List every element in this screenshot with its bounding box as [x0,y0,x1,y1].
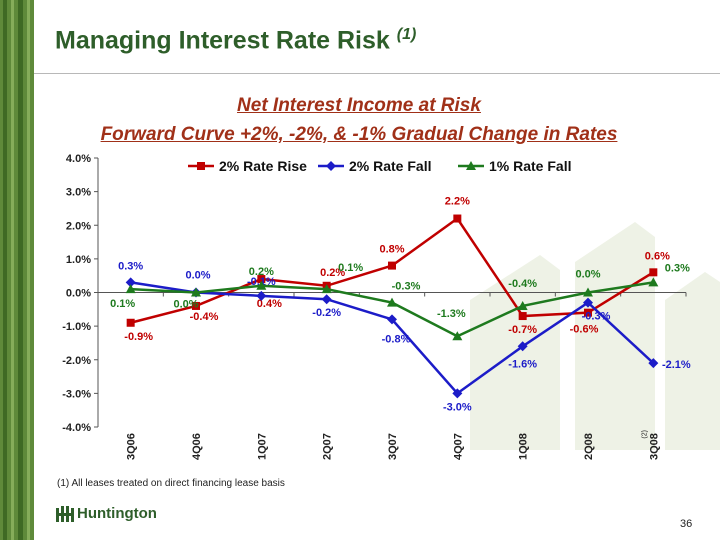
y-tick-label: 0.0% [66,288,91,300]
data-point-2-rate-fall [125,277,136,288]
data-point-2-rate-fall [256,290,267,301]
data-label-2-rate-rise: 0.4% [257,298,282,310]
data-point-2-rate-fall [583,297,593,308]
data-label-1-rate-fall: -0.4% [508,278,537,290]
legend: 2% Rate Rise 2% Rate Fall 1% Rate Fall [188,158,571,174]
y-tick-label: -2.0% [62,355,91,367]
legend-marker-2-rate-fall [326,161,336,171]
data-label-2-rate-fall: -3.0% [443,401,472,413]
data-point-2-rate-fall [648,358,659,369]
data-label-1-rate-fall: 0.0% [575,269,600,281]
slide-title: Managing Interest Rate Risk (1) [55,26,417,55]
data-label-2-rate-fall: -1.6% [508,358,537,370]
x-tick-label: 1Q08 [518,433,530,460]
data-label-2-rate-fall: 0.3% [118,260,143,272]
x-tick-note: (2) [641,430,648,439]
data-point-2-rate-rise [453,214,462,223]
data-point-1-rate-fall [387,297,397,307]
data-label-2-rate-rise: 0.6% [645,250,670,262]
data-label-2-rate-fall: -0.2% [312,307,341,319]
y-tick-label: -4.0% [62,422,91,434]
data-point-1-rate-fall [517,300,528,310]
y-axis: -4.0% -3.0% -2.0% -1.0% 0.0% 1.0% 2.0% 3.0% 4.0% [62,153,99,434]
legend-label-2-rate-fall: 2% Rate Fall [349,158,431,174]
y-tick-label: 4.0% [66,153,91,165]
data-label-1-rate-fall: 0.3% [665,262,690,274]
data-label-2-rate-rise: -0.7% [508,324,537,336]
data-point-1-rate-fall [256,280,267,290]
company-logo: Huntington [56,505,157,522]
left-decorative-stripes [0,0,34,540]
legend-label-1-rate-fall: 1% Rate Fall [489,158,571,174]
data-label-1-rate-fall: 0.0% [173,299,198,311]
y-tick-label: -1.0% [62,321,91,333]
data-label-1-rate-fall: 0.1% [110,298,135,310]
data-label-2-rate-rise: 0.2% [320,267,345,279]
data-label-1-rate-fall: -0.3% [392,281,421,293]
title-note: (1) [396,26,417,43]
data-label-1-rate-fall: -1.3% [437,308,466,320]
data-point-2-rate-rise [649,268,658,277]
data-point-1-rate-fall [452,331,463,341]
x-tick-label: 1Q07 [256,433,268,460]
data-label-2-rate-fall: -0.3% [582,311,611,323]
x-tick-label: 4Q07 [452,433,464,460]
data-point-2-rate-rise [388,261,396,270]
data-point-2-rate-rise [584,308,592,317]
data-point-2-rate-fall [321,294,332,305]
series-layer: -0.9% -0.4% 0.4% 0.2% 0.8% 2.2% -0.7% -0.6% 0.6%… [110,196,691,414]
title-divider [34,73,720,74]
data-label-2-rate-fall: -2.1% [662,359,691,371]
logo-icon [56,505,74,522]
data-point-2-rate-rise [518,312,527,321]
x-tick-label: 2Q07 [322,433,334,460]
data-point-1-rate-fall [191,287,201,297]
data-label-1-rate-fall: 0.2% [249,266,274,278]
data-point-2-rate-fall [452,388,463,399]
data-point-1-rate-fall [125,284,136,294]
data-label-2-rate-fall: -0.8% [382,333,411,345]
logo-text: Huntington [77,505,157,522]
y-tick-label: 3.0% [66,187,91,199]
chart-subtitle-1: Net Interest Income at Risk [237,95,481,116]
x-tick-label: 3Q07 [387,433,399,460]
data-point-2-rate-rise [192,301,200,310]
data-label-2-rate-rise: -0.4% [190,311,219,323]
x-tick-label: 3Q06 [126,433,138,460]
data-label-2-rate-rise: 0.8% [379,244,404,256]
x-tick-label: 4Q06 [191,433,203,460]
data-point-2-rate-rise [257,275,266,284]
data-label-1-rate-fall: 0.1% [338,262,363,274]
x-tick-label: 3Q08 [648,433,660,460]
footnote: (1) All leases treated on direct financi… [57,478,285,489]
data-point-1-rate-fall [648,277,659,287]
data-point-2-rate-fall [517,341,528,352]
y-tick-label: 1.0% [66,254,91,266]
legend-label-2-rate-rise: 2% Rate Rise [219,158,307,174]
series-1-rate-fall: 0.1% 0.0%0.2% 0.1%-0.3%-1.3%-0.4%0.0%0.3% [110,262,690,341]
data-label-2-rate-rise: -0.6% [570,324,599,336]
data-label-2-rate-rise: 2.2% [445,196,470,208]
legend-marker-1-rate-fall [466,161,476,170]
data-point-2-rate-rise [126,318,135,327]
data-point-1-rate-fall [321,284,332,294]
page-number: 36 [680,518,693,530]
legend-marker-2-rate-rise [197,162,205,170]
series-2-rate-fall: 0.3%0.0%-0.1%-0.2%-0.8%-3.0%-1.6%-0.3%-2… [118,260,691,413]
x-tick-label: 2Q08 [583,433,595,460]
chart-subtitle-2: Forward Curve +2%, -2%, & -1% Gradual Ch… [100,124,618,145]
data-point-1-rate-fall [583,287,593,297]
y-tick-label: -3.0% [62,388,91,400]
data-point-2-rate-fall [387,314,397,325]
data-label-2-rate-rise: -0.9% [124,331,153,343]
y-tick-label: 2.0% [66,220,91,232]
data-label-2-rate-fall: 0.0% [185,270,210,282]
